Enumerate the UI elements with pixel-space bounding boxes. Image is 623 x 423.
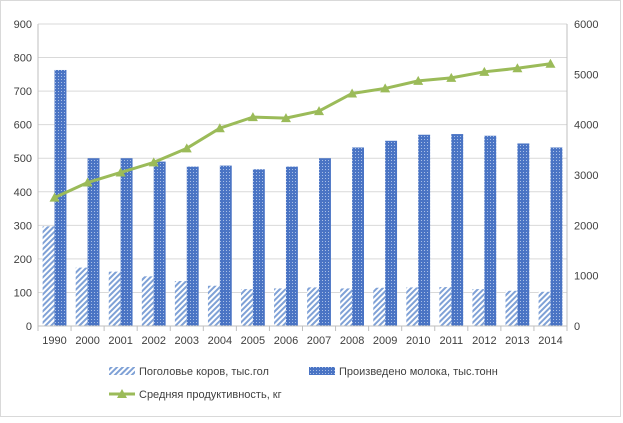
y-left-tick-label: 300 [14,220,32,232]
y-left-tick-label: 400 [14,187,32,199]
productivity-point [280,113,291,123]
productivity-point [49,192,60,202]
x-tick-label: 2014 [538,335,562,347]
bar-cows [439,287,452,326]
x-tick-label: 2003 [175,335,199,347]
bar-milk [153,161,166,326]
bar-cows [141,276,154,326]
bar-cows [406,287,419,326]
x-tick-label: 2010 [406,335,430,347]
x-tick-label: 2006 [274,335,298,347]
productivity-point [115,167,126,177]
y-right-tick-label: 6000 [574,19,598,31]
bar-cows [373,287,386,326]
y-right-tick-label: 5000 [574,69,598,81]
axis-layer: 0 100 200 300 400 500 600 700 800 900 0 1000 2000 300… [14,19,599,347]
bar-cows [307,287,320,326]
legend: Поголовье коров, тыс.гол Произведено моло… [109,366,498,401]
bar-cows [538,291,551,326]
legend-label: Поголовье коров, тыс.гол [139,366,269,378]
x-tick-label: 2013 [505,335,529,347]
bar-cows [241,289,253,326]
y-left-tick-label: 900 [14,19,32,31]
bar-cows [505,290,518,326]
bar-milk [385,140,398,326]
productivity-point [479,66,490,76]
x-tick-label: 2008 [340,335,364,347]
line-layer [49,58,556,202]
bar-milk [252,169,265,326]
legend-label: Произведено молока, тыс.тонн [339,366,498,378]
bar-cows [108,271,121,326]
bar-cows [472,289,485,326]
bar-milk [550,147,563,326]
productivity-point [181,143,192,153]
bar-milk [120,158,133,326]
bar-layer [42,69,563,327]
productivity-point [512,63,523,73]
bar-milk [219,165,232,326]
productivity-point [446,72,457,82]
productivity-point [314,106,325,116]
y-right-tick-label: 2000 [574,220,598,232]
x-tick-label: 2007 [307,335,331,347]
legend-label: Средняя продуктивность, кг [139,389,282,401]
bar-milk [451,134,464,326]
productivity-point [413,75,424,85]
bar-cows [75,267,88,326]
x-tick-label: 2002 [141,335,165,347]
bar-milk [484,135,497,326]
productivity-line [53,62,551,200]
y-right-tick-label: 1000 [574,271,598,283]
productivity-point [380,83,391,93]
y-right-tick-label: 3000 [574,170,598,182]
productivity-point [545,58,556,68]
x-tick-label: 2001 [108,335,132,347]
bar-milk [517,143,530,326]
bar-cows [207,285,220,326]
bar-milk [319,158,331,326]
productivity-point [247,112,258,122]
bar-cows [340,288,353,326]
x-tick-label: 2012 [472,335,496,347]
bar-milk [352,147,364,326]
bar-milk [285,166,298,326]
legend-swatch-bar [109,367,135,375]
productivity-point [148,157,159,167]
y-left-tick-label: 500 [14,153,32,165]
productivity-point [82,177,93,187]
bar-milk [418,134,431,326]
y-left-tick-label: 0 [26,321,32,333]
bar-milk [186,166,199,326]
x-tick-label: 2004 [208,335,232,347]
bar-cows [174,281,187,326]
y-right-tick-label: 4000 [574,120,598,132]
bar-milk [54,69,67,327]
bar-cows [274,288,286,326]
legend-swatch-bar [309,367,335,375]
bar-milk [87,158,100,326]
y-left-tick-label: 100 [14,287,32,299]
x-tick-label: 2009 [373,335,397,347]
legend-swatch-marker [117,389,127,398]
productivity-point [214,123,225,133]
y-right-tick-label: 0 [574,321,580,333]
y-left-tick-label: 800 [14,53,32,65]
bar-cows [42,226,55,326]
x-tick-label: 1990 [42,335,66,347]
productivity-point [347,88,358,98]
x-tick-label: 2011 [439,335,463,347]
y-left-tick-label: 200 [14,254,32,266]
x-tick-label: 2005 [241,335,265,347]
y-left-tick-label: 700 [14,86,32,98]
y-left-tick-label: 600 [14,120,32,132]
x-tick-label: 2000 [75,335,99,347]
